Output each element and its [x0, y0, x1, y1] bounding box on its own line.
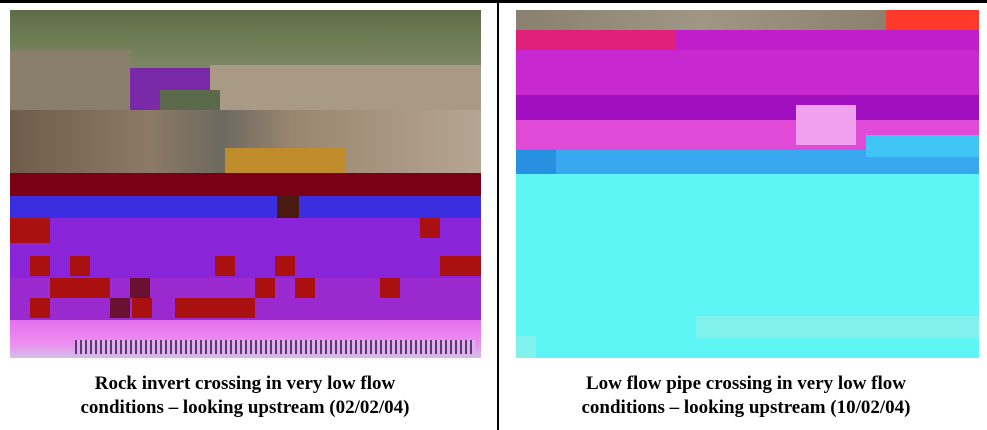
photo-rock-invert-crossing: [10, 10, 481, 358]
photo-low-flow-pipe-crossing: [516, 10, 979, 358]
top-rule: [0, 0, 987, 3]
caption-right-line-2: conditions – looking upstream (10/02/04): [581, 397, 911, 418]
caption-right-line-1: Low flow pipe crossing in very low flow: [585, 373, 906, 394]
column-divider: [497, 3, 499, 430]
caption-left-line-2: conditions – looking upstream (02/02/04): [80, 397, 410, 418]
caption-left-line-1: Rock invert crossing in very low flow: [94, 373, 396, 394]
caption-right: Low flow pipe crossing in very low flow …: [506, 372, 986, 420]
caption-left: Rock invert crossing in very low flow co…: [5, 372, 485, 420]
